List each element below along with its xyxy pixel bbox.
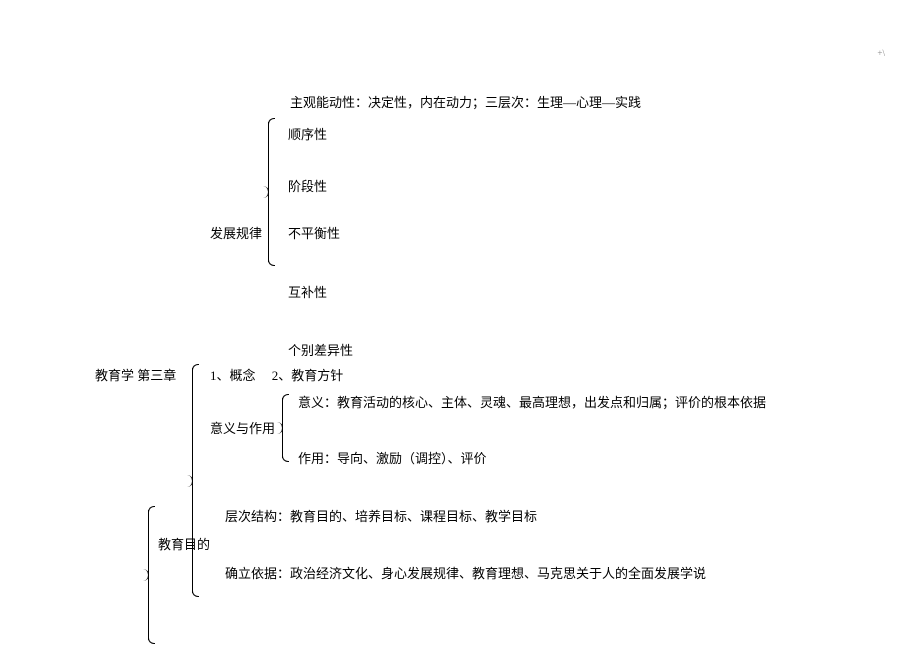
page-mark: +\ (877, 48, 885, 58)
jymd-extra-1: 确立依据：政治经济文化、身心发展规律、教育理想、马克思关于人的全面发展学说 (225, 565, 706, 583)
line-concept: 1、概念 2、教育方针 (210, 367, 343, 385)
root-label: 教育学 第三章 (95, 367, 176, 385)
topline: 主观能动性：决定性，内在动力；三层次：生理—心理—实践 (290, 94, 641, 112)
yyzy-item-1: 作用：导向、激励（调控）、评价 (298, 450, 487, 468)
yyzy-item-0: 意义：教育活动的核心、主体、灵魂、最高理想，出发点和归属；评价的根本依据 (298, 394, 766, 412)
fzgl-label: 发展规律 (210, 225, 262, 243)
brace-jymd (148, 510, 149, 640)
yyzy-label: 意义与作用 (210, 420, 275, 438)
brace-yyzy (282, 398, 283, 458)
brace-fzgl (268, 122, 269, 262)
fzgl-item-1: 阶段性 (288, 178, 327, 196)
fzgl-item-0: 顺序性 (288, 126, 327, 144)
jymd-label: 教育目的 (158, 536, 210, 554)
fzgl-item-2: 不平衡性 (288, 225, 340, 243)
jymd-extra-0: 层次结构：教育目的、培养目标、课程目标、教学目标 (225, 508, 537, 526)
brace-root (192, 368, 193, 593)
fzgl-item-3: 互补性 (288, 284, 327, 302)
fzgl-item-4: 个别差异性 (288, 342, 353, 360)
